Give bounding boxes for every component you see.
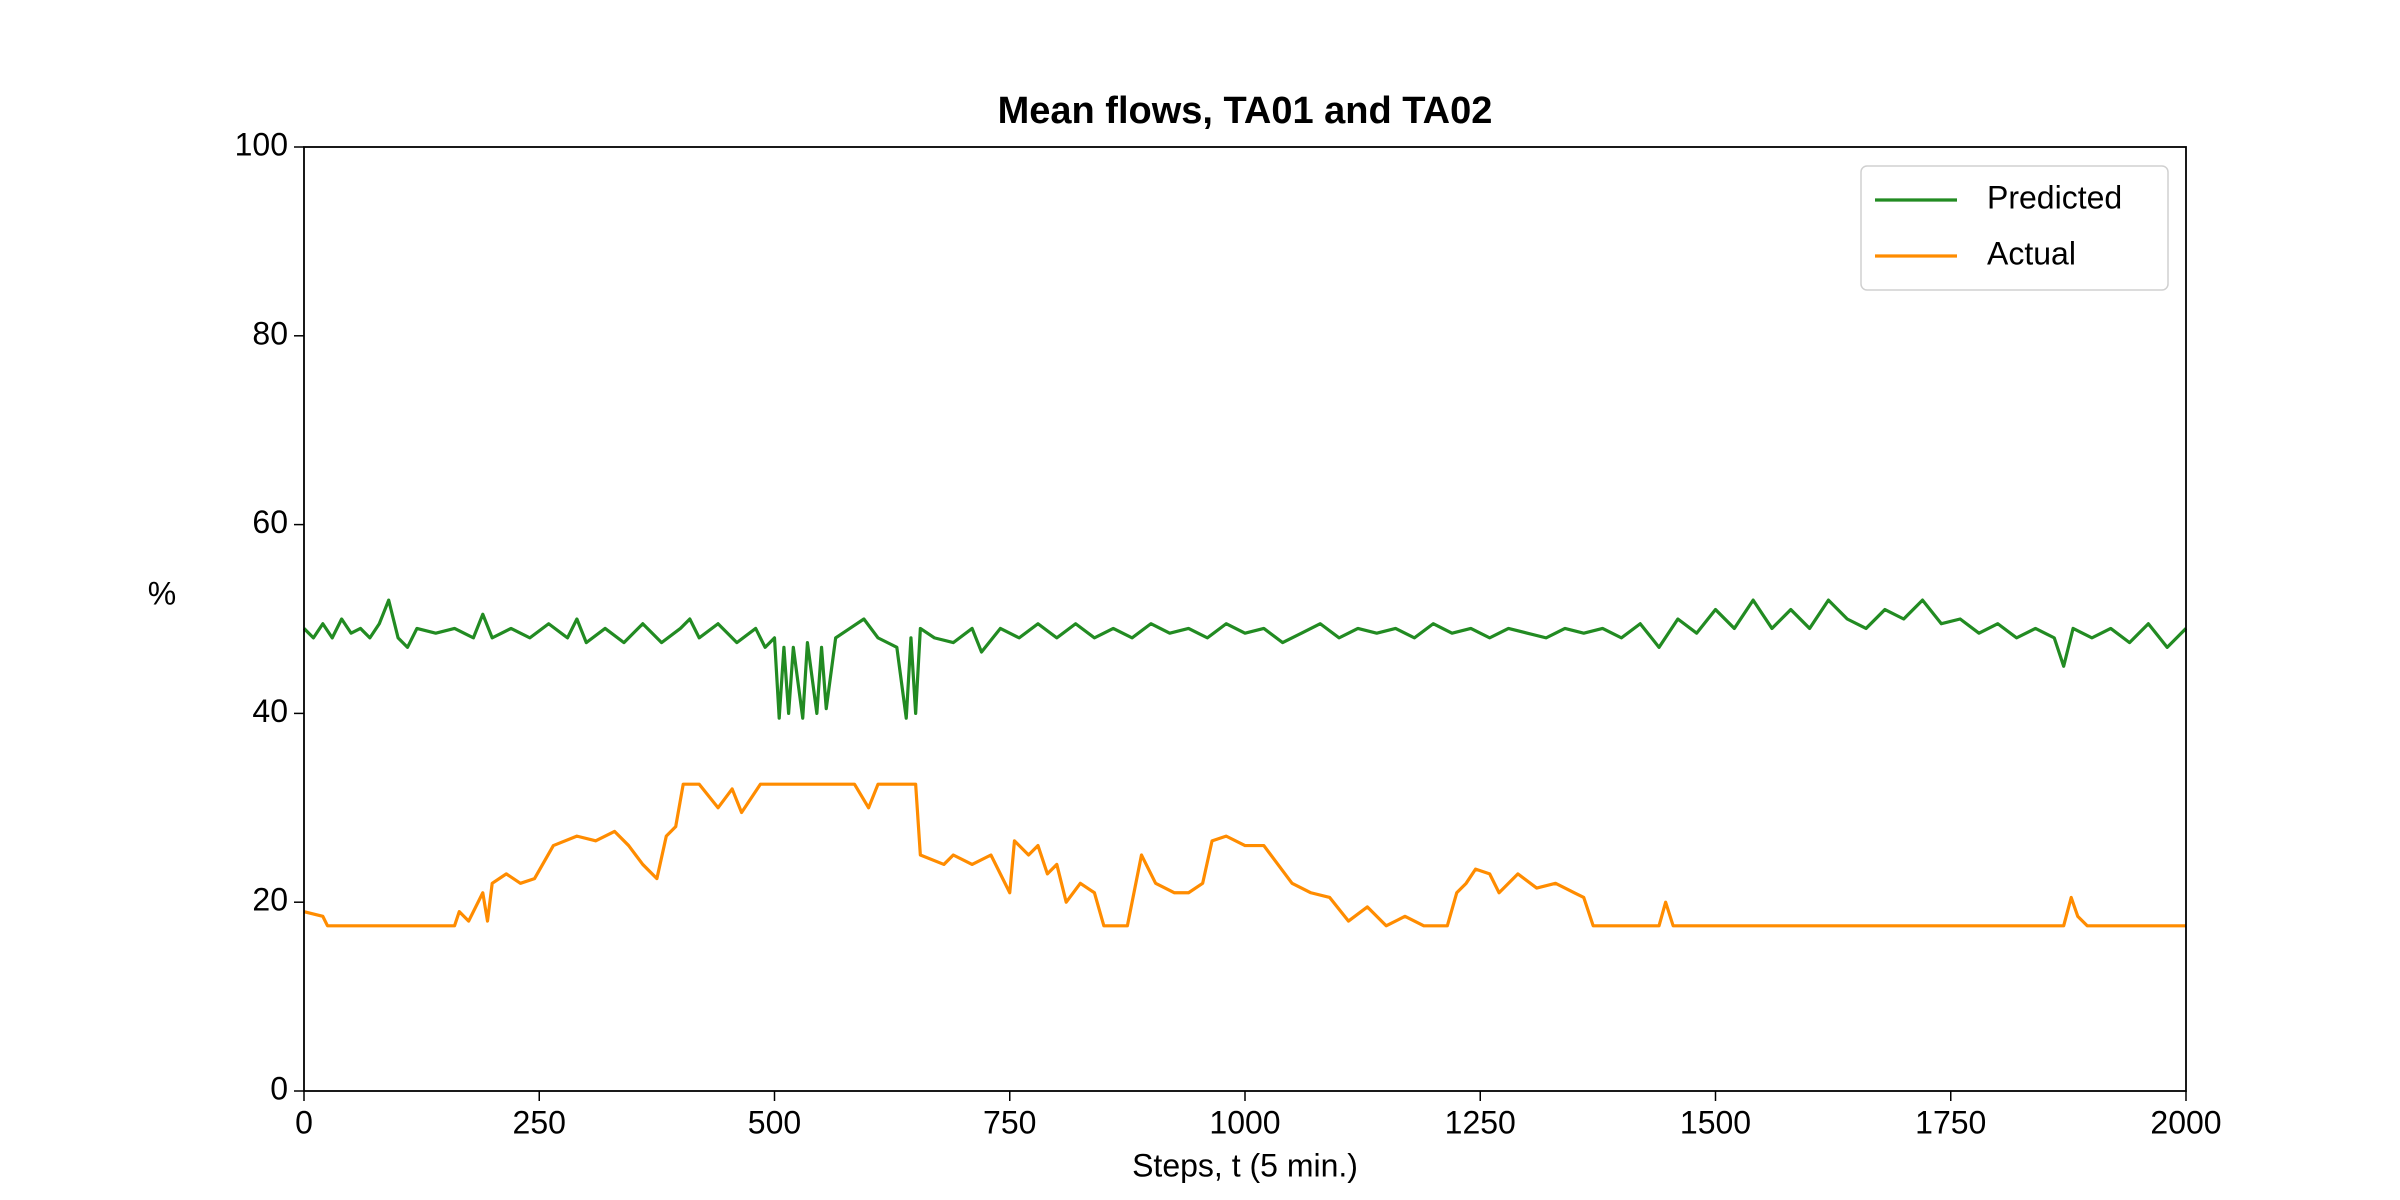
line-series	[302, 598, 2188, 720]
x-tick-label: 500	[748, 1104, 801, 1140]
plot-frame	[303, 146, 2187, 1092]
y-tick-label: 60	[252, 504, 288, 540]
legend-label: Actual	[1987, 235, 2076, 271]
x-tick-label: 1500	[1680, 1104, 1751, 1140]
x-axis-label: Steps, t (5 min.)	[1132, 1147, 1358, 1183]
y-axis-label: %	[148, 575, 176, 611]
y-tick-label: 100	[235, 126, 288, 162]
y-tick-label: 0	[270, 1070, 288, 1106]
y-tick-label: 20	[252, 882, 288, 918]
x-tick-label: 2000	[2150, 1104, 2221, 1140]
y-tick-label: 40	[252, 693, 288, 729]
chart-title: Mean flows, TA01 and TA02	[998, 90, 1493, 132]
y-tick-label: 80	[252, 315, 288, 351]
x-tick-label: 1000	[1209, 1104, 1280, 1140]
legend-box	[1860, 165, 2169, 291]
x-tick-label: 250	[513, 1104, 566, 1140]
line-series	[303, 782, 2186, 928]
x-tick-label: 0	[295, 1104, 313, 1140]
x-tick-label: 750	[983, 1104, 1036, 1140]
x-tick-label: 1750	[1915, 1104, 1986, 1140]
legend-label: Predicted	[1987, 179, 2122, 215]
legend: Predicted Actual	[1860, 165, 2169, 291]
x-tick-label: 1250	[1445, 1104, 1516, 1140]
